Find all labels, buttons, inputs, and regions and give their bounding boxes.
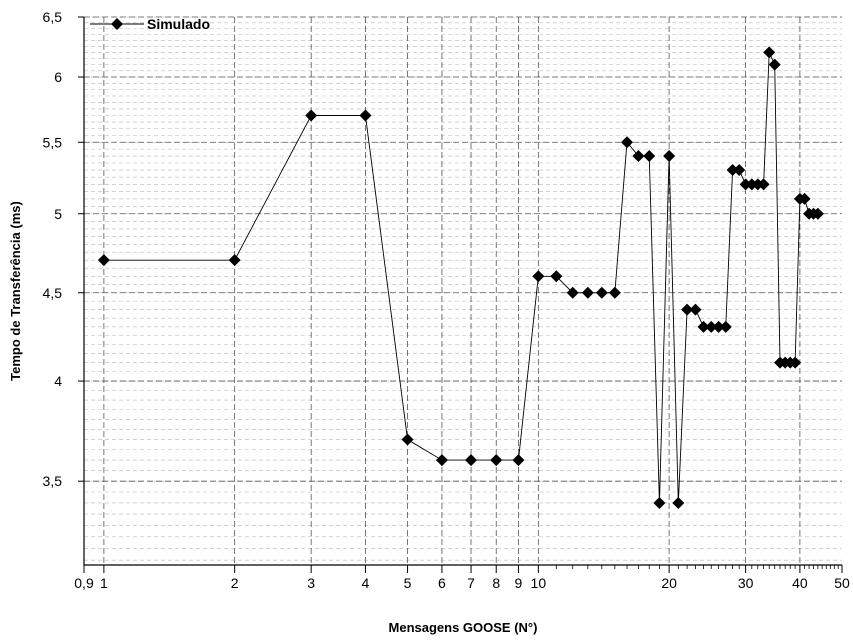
x-tick-label: 7: [467, 575, 475, 591]
x-tick-label: 20: [661, 575, 677, 591]
data-point: [672, 496, 685, 509]
x-tick-label: 6: [438, 575, 446, 591]
data-point: [632, 150, 645, 163]
data-point: [608, 286, 621, 299]
data-point: [97, 254, 110, 267]
x-tick-label: 4: [362, 575, 370, 591]
data-point: [811, 207, 824, 220]
data-point: [305, 109, 318, 122]
x-tick-label: 10: [531, 575, 547, 591]
y-tick-label: 4: [54, 373, 62, 389]
x-tick-label: 50: [834, 575, 850, 591]
y-tick-label: 6: [54, 69, 62, 85]
data-point: [757, 178, 770, 191]
data-point: [663, 150, 676, 163]
y-tick-label: 5,5: [43, 134, 63, 150]
data-point: [712, 320, 725, 333]
data-point: [733, 164, 746, 177]
data-point: [550, 270, 563, 283]
data-point: [490, 454, 503, 467]
y-axis-ticks: 3,5 4 4,5 5 5,5 6 6,5: [43, 9, 84, 489]
x-axis-title: Mensagens GOOSE (N°): [389, 620, 538, 635]
data-point: [359, 109, 372, 122]
legend-label: Simulado: [147, 16, 210, 32]
data-point: [719, 320, 732, 333]
x-tick-label: 8: [492, 575, 500, 591]
data-point: [763, 46, 776, 59]
data-point: [621, 136, 634, 149]
data-point: [726, 164, 739, 177]
data-point: [681, 303, 694, 316]
data-point: [401, 433, 414, 446]
x-tick-label: 2: [231, 575, 239, 591]
data-point: [697, 320, 710, 333]
data-point: [435, 454, 448, 467]
legend: Simulado: [90, 16, 210, 32]
x-tick-label: 0,9: [74, 575, 94, 591]
data-point: [798, 192, 811, 205]
data-point: [532, 270, 545, 283]
data-point: [595, 286, 608, 299]
x-tick-label: 3: [307, 575, 315, 591]
data-point: [768, 58, 781, 71]
data-point: [228, 254, 241, 267]
data-point: [512, 454, 525, 467]
data-point: [689, 303, 702, 316]
y-tick-label: 3,5: [43, 473, 63, 489]
x-tick-label: 30: [738, 575, 754, 591]
data-point: [705, 320, 718, 333]
data-point: [653, 496, 666, 509]
y-axis-title: Tempo de Transferência (ms): [8, 201, 23, 381]
data-point: [739, 178, 752, 191]
x-tick-label: 1: [100, 575, 108, 591]
legend-marker: [111, 18, 123, 30]
series-simulado: [97, 46, 824, 509]
data-point: [643, 150, 656, 163]
axes: [83, 17, 842, 566]
data-point: [566, 286, 579, 299]
x-tick-label: 40: [792, 575, 808, 591]
data-point: [465, 454, 478, 467]
data-point: [581, 286, 594, 299]
x-axis-ticks: 0,9 1 2 3 4 5 6 7 8 9 10 20 30 40 50: [74, 565, 850, 591]
y-tick-label: 6,5: [43, 9, 63, 25]
data-point: [789, 356, 802, 369]
x-tick-label: 9: [515, 575, 523, 591]
y-tick-label: 5: [54, 206, 62, 222]
x-tick-label: 5: [404, 575, 412, 591]
y-tick-label: 4,5: [43, 285, 63, 301]
